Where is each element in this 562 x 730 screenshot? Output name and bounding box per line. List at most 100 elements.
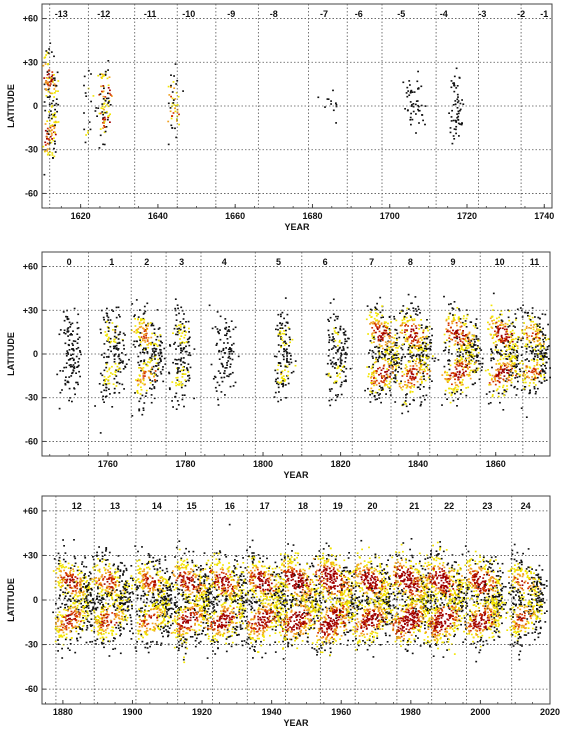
sunspot-mark	[525, 332, 528, 335]
sunspot-mark	[496, 331, 499, 334]
sunspot-mark	[119, 590, 122, 592]
sunspot-mark	[143, 372, 146, 375]
sunspot-mark	[454, 332, 456, 334]
sunspot-mark	[288, 363, 291, 366]
cycle-cluster-1	[94, 306, 130, 434]
sunspot-mark	[65, 315, 67, 318]
sunspot-mark	[510, 384, 513, 387]
sunspot-mark	[69, 571, 71, 573]
sunspot-mark	[456, 348, 458, 351]
sunspot-mark	[173, 602, 176, 604]
sunspot-mark	[543, 376, 546, 379]
sunspot-mark	[61, 615, 63, 618]
sunspot-mark	[450, 388, 453, 390]
sunspot-mark	[220, 376, 223, 379]
sunspot-mark	[95, 643, 97, 645]
sunspot-mark	[419, 404, 422, 407]
sunspot-mark	[417, 350, 420, 352]
sunspot-mark	[55, 90, 57, 92]
sunspot-mark	[513, 356, 516, 358]
sunspot-mark	[429, 339, 432, 341]
sunspot-mark	[545, 379, 548, 381]
sunspot-mark	[421, 359, 424, 362]
sunspot-mark	[417, 308, 420, 311]
sunspot-mark	[412, 365, 415, 367]
sunspot-mark	[74, 340, 77, 343]
sunspot-mark	[53, 558, 56, 560]
sunspot-mark	[495, 346, 497, 349]
sunspot-mark	[136, 560, 139, 562]
sunspot-mark	[469, 341, 471, 344]
sunspot-mark	[532, 357, 535, 360]
sunspot-mark	[154, 358, 156, 360]
sunspot-mark	[165, 567, 168, 570]
sunspot-mark	[369, 323, 371, 325]
sunspot-mark	[143, 349, 146, 351]
sunspot-mark	[103, 122, 105, 124]
sunspot-mark	[142, 322, 145, 324]
sunspot-mark	[520, 407, 523, 409]
sunspot-mark	[526, 334, 528, 336]
sunspot-mark	[393, 357, 395, 360]
sunspot-mark	[110, 579, 113, 581]
sunspot-mark	[158, 361, 161, 364]
sunspot-mark	[458, 316, 460, 318]
sunspot-mark	[406, 307, 409, 310]
sunspot-mark	[116, 580, 119, 582]
sunspot-mark	[421, 339, 423, 341]
sunspot-mark	[151, 358, 154, 361]
sunspot-mark	[479, 362, 482, 365]
sunspot-mark	[105, 548, 108, 551]
sunspot-mark	[286, 321, 289, 324]
sunspot-mark	[103, 566, 106, 569]
sunspot-mark	[57, 631, 60, 633]
sunspot-mark	[460, 362, 463, 364]
sunspot-mark	[543, 370, 546, 373]
sunspot-mark	[163, 357, 166, 360]
sunspot-mark	[499, 377, 501, 379]
y-tick-label: 0	[33, 101, 38, 111]
sunspot-mark	[46, 83, 49, 85]
sunspot-mark	[457, 110, 460, 113]
sunspot-mark	[146, 343, 149, 346]
sunspot-mark	[52, 611, 54, 614]
sunspot-mark	[373, 321, 376, 324]
sunspot-mark	[470, 348, 473, 351]
sunspot-mark	[393, 318, 396, 320]
sunspot-mark	[140, 319, 142, 322]
sunspot-mark	[455, 67, 458, 70]
sunspot-mark	[403, 343, 405, 346]
sunspot-mark	[65, 615, 68, 617]
sunspot-mark	[459, 108, 462, 111]
sunspot-mark	[371, 365, 374, 368]
sunspot-mark	[107, 624, 109, 627]
sunspot-mark	[522, 381, 525, 384]
sunspot-mark	[115, 336, 118, 339]
sunspot-mark	[375, 312, 377, 314]
sunspot-mark	[122, 360, 124, 362]
sunspot-mark	[139, 339, 141, 341]
sunspot-mark	[138, 321, 141, 324]
sunspot-mark	[330, 103, 332, 105]
sunspot-mark	[417, 110, 420, 112]
sunspot-mark	[504, 325, 507, 328]
sunspot-mark	[71, 400, 73, 403]
sunspot-mark	[105, 559, 107, 561]
sunspot-mark	[147, 323, 150, 325]
sunspot-mark	[400, 363, 403, 365]
sunspot-mark	[454, 343, 457, 345]
sunspot-mark	[167, 143, 170, 146]
sunspot-mark	[99, 577, 101, 580]
sunspot-mark	[103, 343, 106, 345]
sunspot-mark	[76, 615, 79, 618]
sunspot-mark	[431, 380, 433, 382]
sunspot-mark	[283, 341, 286, 343]
sunspot-mark	[540, 351, 543, 353]
sunspot-mark	[159, 570, 161, 573]
sunspot-mark	[508, 336, 511, 339]
sunspot-mark	[170, 124, 173, 127]
sunspot-mark	[477, 339, 479, 342]
sunspot-mark	[86, 580, 89, 582]
sunspot-mark	[88, 588, 91, 590]
sunspot-mark	[337, 344, 339, 347]
